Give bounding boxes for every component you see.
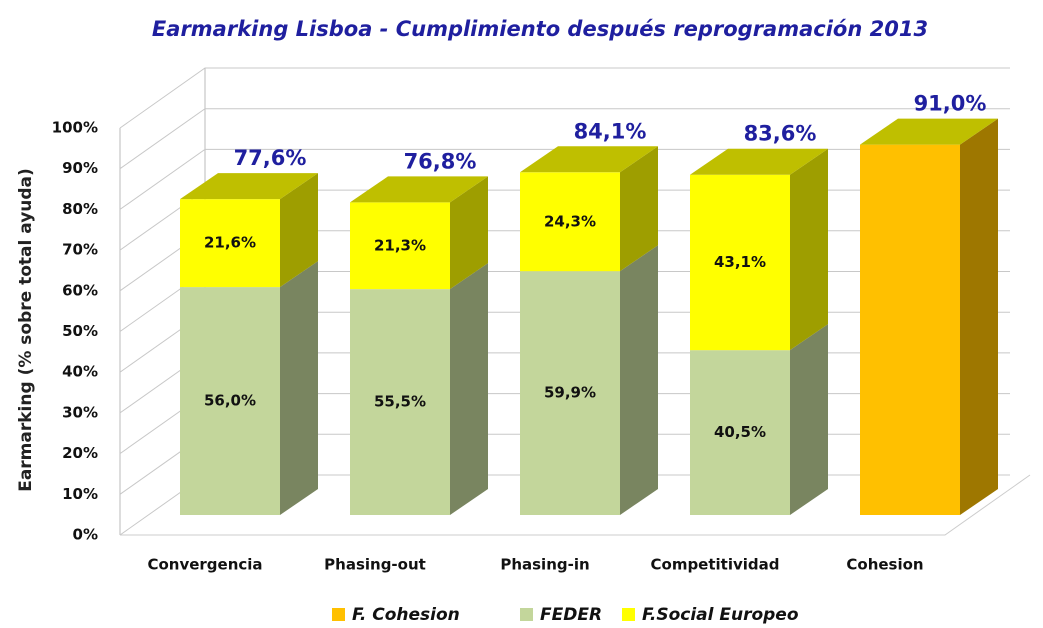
bar-side	[280, 173, 318, 288]
y-tick-label: 50%	[62, 322, 98, 340]
bar-segment	[520, 172, 620, 272]
bar-segment	[690, 174, 790, 351]
value-label: 43,1%	[714, 253, 766, 271]
bar-segment	[860, 144, 960, 515]
bar-top	[520, 146, 658, 173]
bar-top	[350, 176, 488, 203]
grid-line	[119, 67, 1010, 129]
y-tick-label: 60%	[62, 281, 98, 299]
total-label: 77,6%	[234, 146, 307, 170]
y-tick-label: 100%	[52, 119, 98, 137]
grid-line	[119, 108, 1010, 170]
x-tick-label: Phasing-out	[324, 556, 426, 574]
value-label: 40,5%	[714, 423, 766, 441]
bar-side	[620, 245, 658, 515]
total-label: 83,6%	[744, 122, 817, 146]
bar-side	[280, 261, 318, 515]
x-tick-label: Phasing-in	[500, 556, 589, 574]
legend-swatch	[622, 608, 635, 621]
bar-segment	[350, 202, 450, 290]
bar-segment	[350, 289, 450, 515]
bar-side	[450, 263, 488, 515]
bar-top	[180, 173, 318, 200]
total-label: 84,1%	[574, 120, 647, 144]
bar-segment	[180, 287, 280, 515]
y-tick-label: 90%	[62, 159, 98, 177]
y-axis-label: Earmarking (% sobre total ayuda)	[16, 168, 36, 492]
legend-label: FEDER	[540, 605, 602, 625]
bar-side	[790, 148, 828, 351]
x-tick-label: Cohesion	[846, 556, 923, 574]
total-label: 91,0%	[914, 92, 987, 116]
legend-label: F.Social Europeo	[642, 605, 799, 625]
bar-side	[450, 176, 488, 290]
bar-segment	[690, 350, 790, 515]
y-tick-label: 40%	[62, 363, 98, 381]
bar-top	[690, 148, 828, 175]
chart-title: Earmarking Lisboa - Cumplimiento después…	[152, 17, 928, 41]
floor	[120, 474, 1031, 536]
value-label: 24,3%	[544, 212, 596, 230]
x-tick-label: Convergencia	[147, 556, 262, 574]
value-label: 55,5%	[374, 393, 426, 411]
bar-side	[620, 146, 658, 272]
bar-side	[960, 118, 998, 515]
y-tick-label: 80%	[62, 200, 98, 218]
x-tick-label: Competitividad	[651, 556, 780, 574]
bar-top	[860, 118, 998, 145]
bar-segment	[180, 199, 280, 288]
value-label: 56,0%	[204, 392, 256, 410]
value-label: 21,3%	[374, 236, 426, 254]
legend-swatch	[332, 608, 345, 621]
legend-label: F. Cohesion	[352, 605, 460, 625]
value-label: 21,6%	[204, 234, 256, 252]
legend-swatch	[520, 608, 533, 621]
total-label: 76,8%	[404, 149, 477, 173]
y-tick-label: 0%	[73, 526, 98, 544]
y-tick-label: 30%	[62, 403, 98, 421]
bar-side	[790, 324, 828, 515]
y-tick-label: 10%	[62, 485, 98, 503]
value-label: 59,9%	[544, 384, 596, 402]
y-tick-label: 70%	[62, 241, 98, 259]
bar-segment	[520, 271, 620, 515]
y-tick-label: 20%	[62, 444, 98, 462]
